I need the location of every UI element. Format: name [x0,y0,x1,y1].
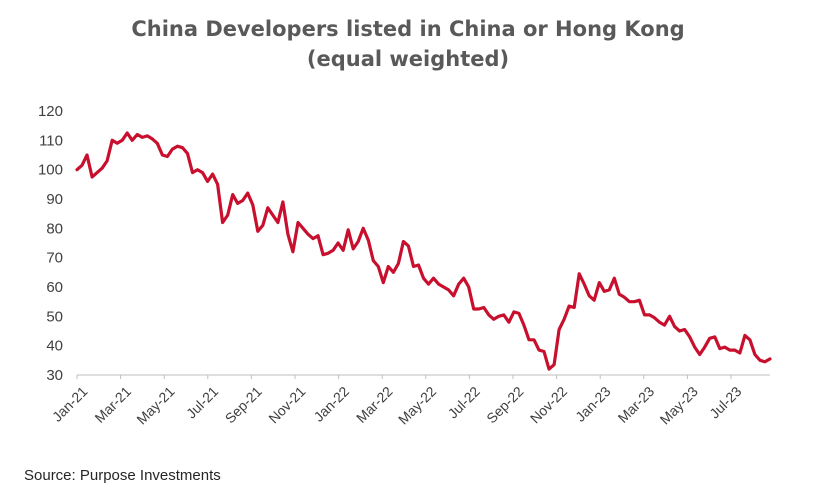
x-tick-label: Jul-22 [445,383,483,421]
x-tick-label: May-23 [657,383,701,427]
y-tick-label: 70 [46,250,63,267]
chart-title: China Developers listed in China or Hong… [0,14,816,74]
source-note: Source: Purpose Investments [24,467,221,484]
x-tick-label: Jan-23 [572,383,614,425]
x-tick-label: Nov-22 [527,383,570,426]
y-tick-label: 120 [38,103,63,120]
x-tick-label: Jan-21 [49,383,91,425]
x-tick-label: Jan-22 [310,383,352,425]
y-tick-label: 50 [46,308,63,325]
series-layer [75,131,772,371]
x-tick-label: Jul-23 [706,383,744,421]
x-tick-label: Nov-21 [265,383,308,426]
x-tick-label: Mar-21 [91,383,134,426]
y-tick-label: 90 [46,191,63,208]
y-tick-label: 80 [46,220,63,237]
x-axis: Jan-21 Mar-21 May-21 Jul-21 Sep-21 Nov-21 Jan-… [49,375,745,427]
x-tick-label: Mar-22 [353,383,396,426]
x-tick-label: Sep-21 [222,383,265,426]
x-tick-label: May-21 [133,383,177,427]
y-tick-label: 60 [46,279,63,296]
x-tick-label: Sep-22 [483,383,526,426]
chart-title-line: China Developers listed in China or Hong… [131,17,685,41]
y-tick-label: 110 [39,132,63,149]
chart-subtitle: (equal weighted) [306,47,510,71]
x-tick-label: Mar-23 [615,383,658,426]
y-tick-label: 30 [46,367,63,384]
x-tick-label: May-22 [395,383,439,427]
y-tick-label: 100 [38,162,63,179]
y-tick-label: 40 [46,338,63,355]
y-axis: 30 40 50 60 70 80 90 100 110 120 [38,103,63,384]
series-line [75,131,772,371]
x-tick-label: Jul-21 [183,383,221,421]
